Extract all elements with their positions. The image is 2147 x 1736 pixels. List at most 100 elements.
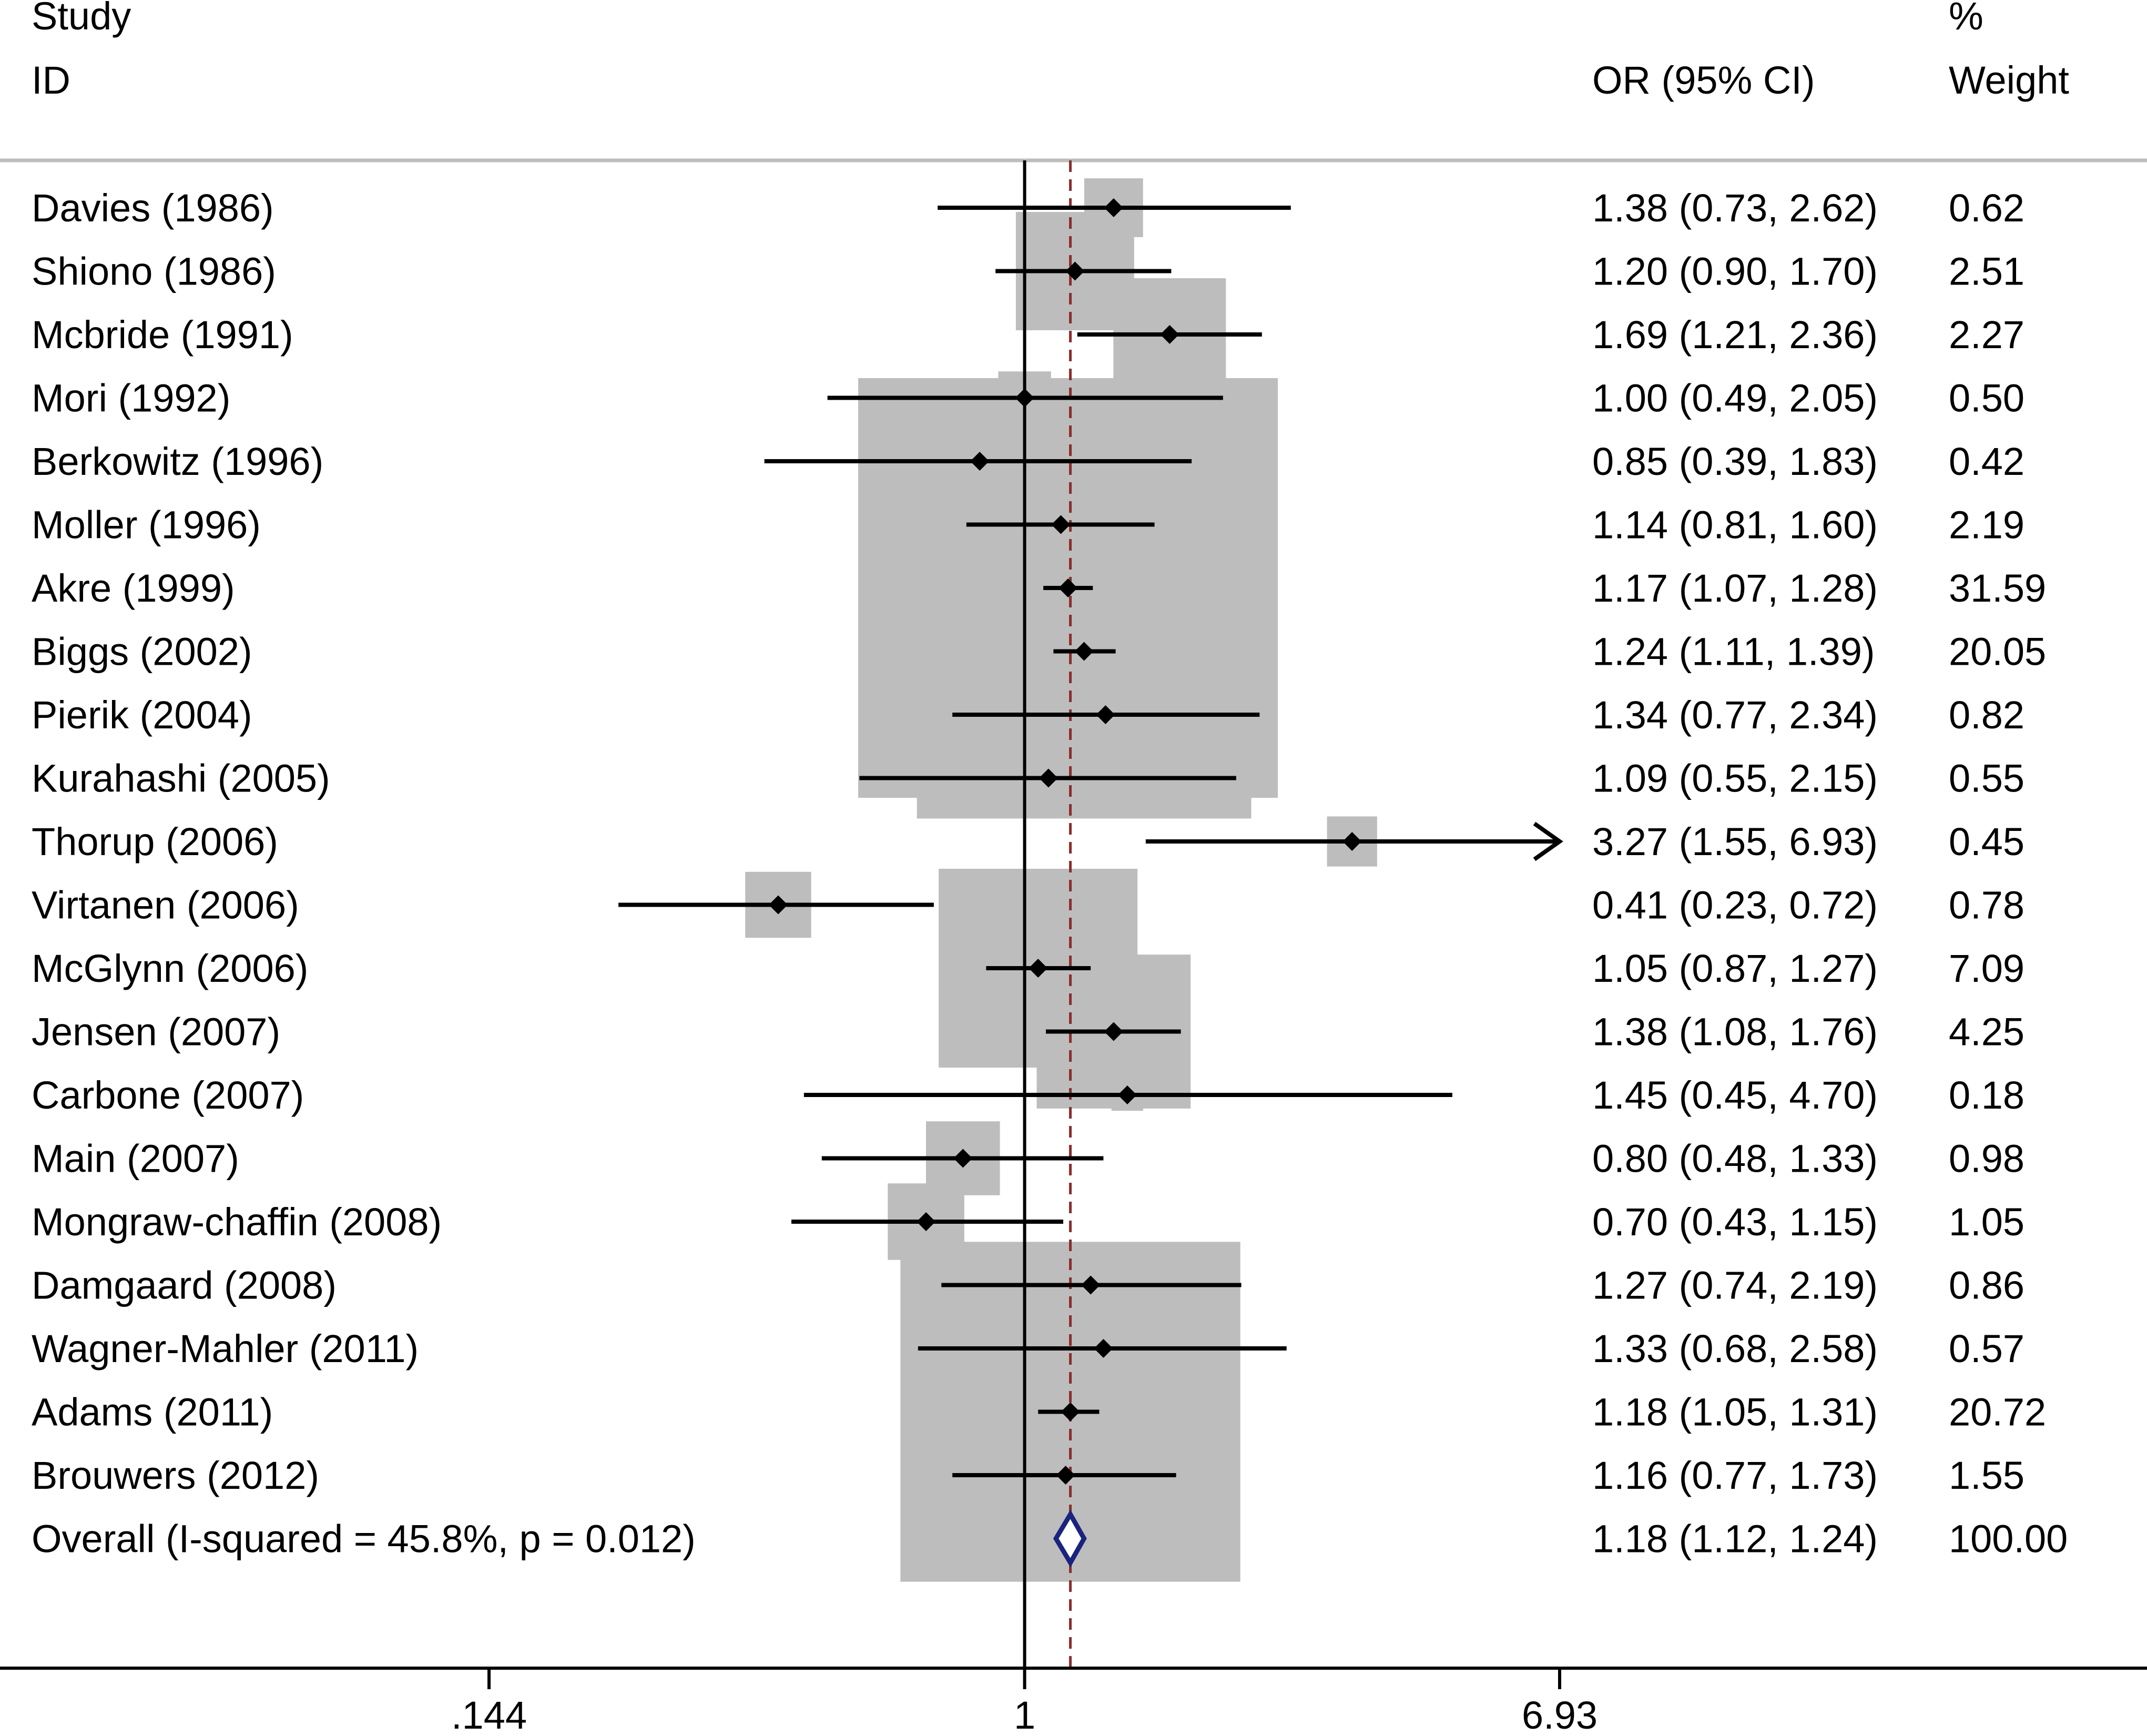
overall-label: Overall (I-squared = 45.8%, p = 0.012)	[32, 1517, 696, 1561]
x-tick-label: 1	[1014, 1693, 1035, 1736]
study-label: Biggs (2002)	[32, 630, 252, 674]
weight-text: 0.78	[1949, 884, 2024, 927]
point-estimate	[1160, 325, 1179, 344]
weight-text: 0.62	[1949, 186, 2024, 230]
point-estimate	[953, 1149, 973, 1168]
point-estimate	[1056, 1466, 1075, 1485]
header-study: Study	[32, 0, 131, 38]
ci-text: 1.18 (1.05, 1.31)	[1592, 1390, 1878, 1434]
study-label: Virtanen (2006)	[32, 884, 299, 927]
weight-text: 1.55	[1949, 1454, 2024, 1497]
ci-text: 1.00 (0.49, 2.05)	[1592, 377, 1878, 420]
study-label: Main (2007)	[32, 1137, 239, 1181]
weight-text: 0.42	[1949, 440, 2024, 483]
weight-boxes	[745, 178, 1377, 1582]
study-label: Mongraw-chaffin (2008)	[32, 1200, 442, 1244]
point-estimate	[1051, 515, 1071, 534]
header-id: ID	[32, 58, 70, 102]
ci-text: 0.41 (0.23, 0.72)	[1592, 884, 1878, 927]
header: Study ID OR (95% CI) % Weight	[0, 0, 2147, 163]
ci-text: 1.27 (0.74, 2.19)	[1592, 1264, 1878, 1307]
ci-marks	[618, 198, 1563, 1568]
weight-text: 0.50	[1949, 377, 2024, 420]
weight-text: 20.72	[1949, 1390, 2046, 1434]
point-estimate	[1094, 1339, 1113, 1358]
point-estimate	[1104, 1022, 1123, 1041]
ci-text: 1.45 (0.45, 4.70)	[1592, 1073, 1878, 1117]
study-label: Moller (1996)	[32, 503, 261, 547]
ci-text: 1.69 (1.21, 2.36)	[1592, 313, 1878, 357]
ci-text: 1.38 (1.08, 1.76)	[1592, 1010, 1878, 1054]
ci-text: 0.80 (0.48, 1.33)	[1592, 1137, 1878, 1181]
point-estimate	[1117, 1085, 1137, 1104]
weight-text: 0.55	[1949, 757, 2024, 800]
study-label: Berkowitz (1996)	[32, 440, 323, 483]
x-axis: .144 1 6.93	[0, 1667, 2147, 1736]
point-estimate	[1065, 261, 1085, 281]
weight-text: 4.25	[1949, 1010, 2024, 1054]
study-label: Carbone (2007)	[32, 1073, 304, 1117]
weight-text: 0.45	[1949, 820, 2024, 864]
study-label: Davies (1986)	[32, 186, 274, 230]
point-estimate	[1096, 705, 1115, 724]
ci-text: 1.20 (0.90, 1.70)	[1592, 250, 1878, 293]
study-label: Wagner-Mahler (2011)	[32, 1327, 419, 1370]
ci-text: 1.38 (0.73, 2.62)	[1592, 186, 1878, 230]
x-tick-label: .144	[451, 1693, 527, 1736]
point-estimate	[970, 452, 990, 471]
weight-text: 0.86	[1949, 1264, 2024, 1307]
ci-text: 3.27 (1.55, 6.93)	[1592, 820, 1878, 864]
ci-text: 0.70 (0.43, 1.15)	[1592, 1200, 1878, 1244]
study-label: Mori (1992)	[32, 377, 230, 420]
header-weight-pct: %	[1949, 0, 1983, 38]
study-label: Brouwers (2012)	[32, 1454, 319, 1497]
study-label: Thorup (2006)	[32, 820, 278, 864]
point-estimate	[1061, 1402, 1080, 1422]
point-estimate	[1029, 959, 1048, 978]
weight-text: 0.18	[1949, 1073, 2024, 1117]
weight-text: 0.82	[1949, 693, 2024, 737]
overall-ci-text: 1.18 (1.12, 1.24)	[1592, 1517, 1878, 1561]
ci-text: 1.24 (1.11, 1.39)	[1592, 630, 1875, 674]
header-ci: OR (95% CI)	[1592, 58, 1815, 102]
point-estimate	[1081, 1275, 1101, 1295]
ci-text: 1.05 (0.87, 1.27)	[1592, 947, 1878, 990]
header-weight: Weight	[1949, 58, 2069, 102]
ci-text: 0.85 (0.39, 1.83)	[1592, 440, 1878, 483]
ci-arrow	[1533, 821, 1563, 861]
weight-text: 20.05	[1949, 630, 2046, 674]
weight-text: 0.57	[1949, 1327, 2024, 1370]
point-estimate	[1342, 832, 1362, 851]
ci-text: 1.33 (0.68, 2.58)	[1592, 1327, 1878, 1370]
ci-text: 1.34 (0.77, 2.34)	[1592, 693, 1878, 737]
row-labels: Davies (1986) 1.38 (0.73, 2.62) 0.62 Shiono…	[32, 186, 2068, 1561]
point-estimate	[1039, 768, 1058, 788]
point-estimate	[1015, 388, 1034, 408]
study-label: Pierik (2004)	[32, 693, 252, 737]
weight-text: 2.27	[1949, 313, 2024, 357]
point-estimate	[917, 1212, 936, 1231]
study-label: Adams (2011)	[32, 1390, 273, 1434]
weight-text: 1.05	[1949, 1200, 2024, 1244]
study-label: Akre (1999)	[32, 566, 235, 610]
overall-weight-text: 100.00	[1949, 1517, 2068, 1561]
study-label: Mcbride (1991)	[32, 313, 293, 357]
point-estimate	[1074, 642, 1094, 661]
x-tick-label: 6.93	[1522, 1693, 1597, 1736]
weight-text: 7.09	[1949, 947, 2024, 990]
study-label: Damgaard (2008)	[32, 1264, 337, 1307]
weight-text: 2.51	[1949, 250, 2024, 293]
ci-text: 1.16 (0.77, 1.73)	[1592, 1454, 1878, 1497]
weight-text: 2.19	[1949, 503, 2024, 547]
weight-text: 31.59	[1949, 566, 2046, 610]
ci-text: 1.17 (1.07, 1.28)	[1592, 566, 1878, 610]
ci-text: 1.14 (0.81, 1.60)	[1592, 503, 1878, 547]
point-estimate	[1059, 578, 1078, 597]
study-label: Kurahashi (2005)	[32, 757, 330, 800]
point-estimate	[1104, 198, 1123, 217]
overall-diamond	[1053, 1509, 1087, 1568]
point-estimate	[768, 895, 788, 915]
study-label: Jensen (2007)	[32, 1010, 280, 1054]
weight-text: 0.98	[1949, 1137, 2024, 1181]
